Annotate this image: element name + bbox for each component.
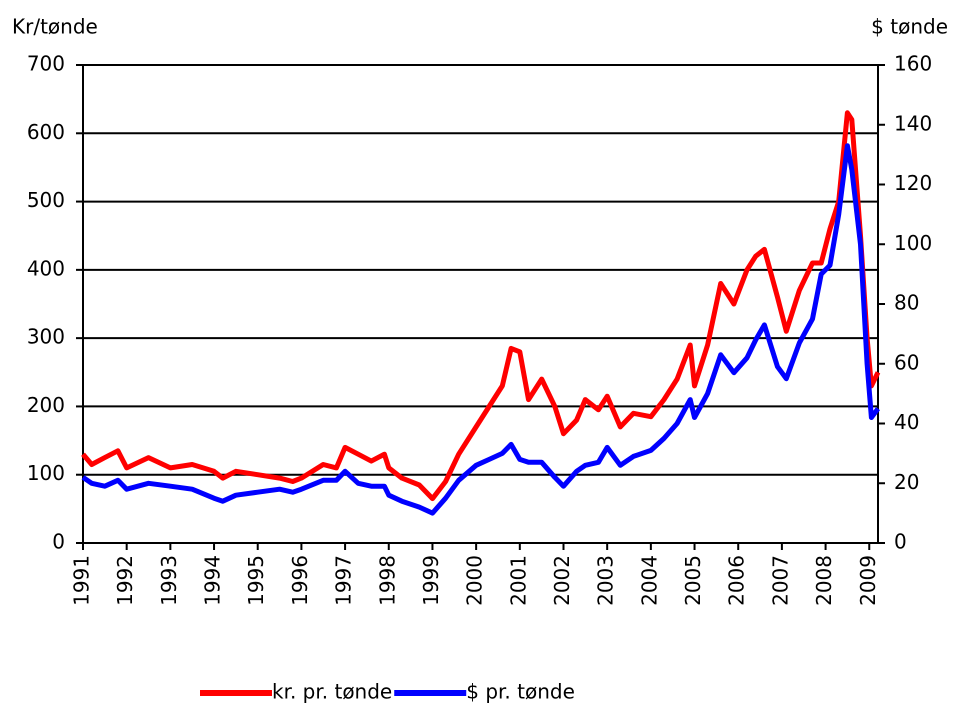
legend-label: $ pr. tønde — [466, 680, 575, 704]
y2-tick-label: 0 — [894, 530, 907, 554]
plot-frame — [82, 64, 879, 544]
y2-tick-label: 140 — [894, 111, 932, 135]
y2-axis-title: $ tønde — [871, 15, 948, 39]
x-tick-label: 2003 — [594, 555, 618, 606]
y2-tick-label: 160 — [894, 52, 932, 76]
x-tick-label: 1996 — [288, 555, 312, 606]
x-tick-label: 1997 — [332, 555, 356, 606]
x-tick-label: 1993 — [157, 555, 181, 606]
y2-tick-label: 80 — [894, 291, 919, 315]
x-tick-label: 2007 — [768, 555, 792, 606]
y-tick-label: 100 — [27, 461, 65, 485]
y-tick-label: 600 — [27, 120, 65, 144]
y-tick-label: 300 — [27, 325, 65, 349]
y-tick-label: 500 — [27, 188, 65, 212]
y2-tick-label: 120 — [894, 171, 932, 195]
y-tick-label: 200 — [27, 393, 65, 417]
data-line — [81, 143, 881, 516]
x-tick-label: 2009 — [856, 555, 880, 606]
legend-label: kr. pr. tønde — [272, 680, 392, 704]
x-tick-label: 2000 — [463, 555, 487, 606]
x-tick-label: 2001 — [506, 555, 530, 606]
x-tick-label: 2006 — [725, 555, 749, 606]
y-tick-label: 700 — [27, 52, 65, 76]
x-tick-label: 1998 — [375, 555, 399, 606]
x-tick-label: 1995 — [244, 555, 268, 606]
x-tick-label: 2008 — [812, 555, 836, 606]
y2-tick-label: 100 — [894, 231, 932, 255]
y-tick-label: 0 — [52, 530, 65, 554]
x-tick-label: 2004 — [637, 555, 661, 606]
y-tick-label: 400 — [27, 256, 65, 280]
x-tick-label: 2002 — [550, 555, 574, 606]
data-line — [81, 110, 881, 502]
y-axis-title: Kr/tønde — [12, 15, 98, 39]
x-tick-label: 1992 — [113, 555, 137, 606]
x-tick-label: 1999 — [419, 555, 443, 606]
y2-tick-label: 20 — [894, 470, 919, 494]
y2-tick-label: 40 — [894, 410, 919, 434]
x-tick-label: 1991 — [70, 555, 94, 606]
x-tick-label: 2005 — [681, 555, 705, 606]
x-tick-label: 1994 — [201, 555, 225, 606]
y2-tick-label: 60 — [894, 350, 919, 374]
